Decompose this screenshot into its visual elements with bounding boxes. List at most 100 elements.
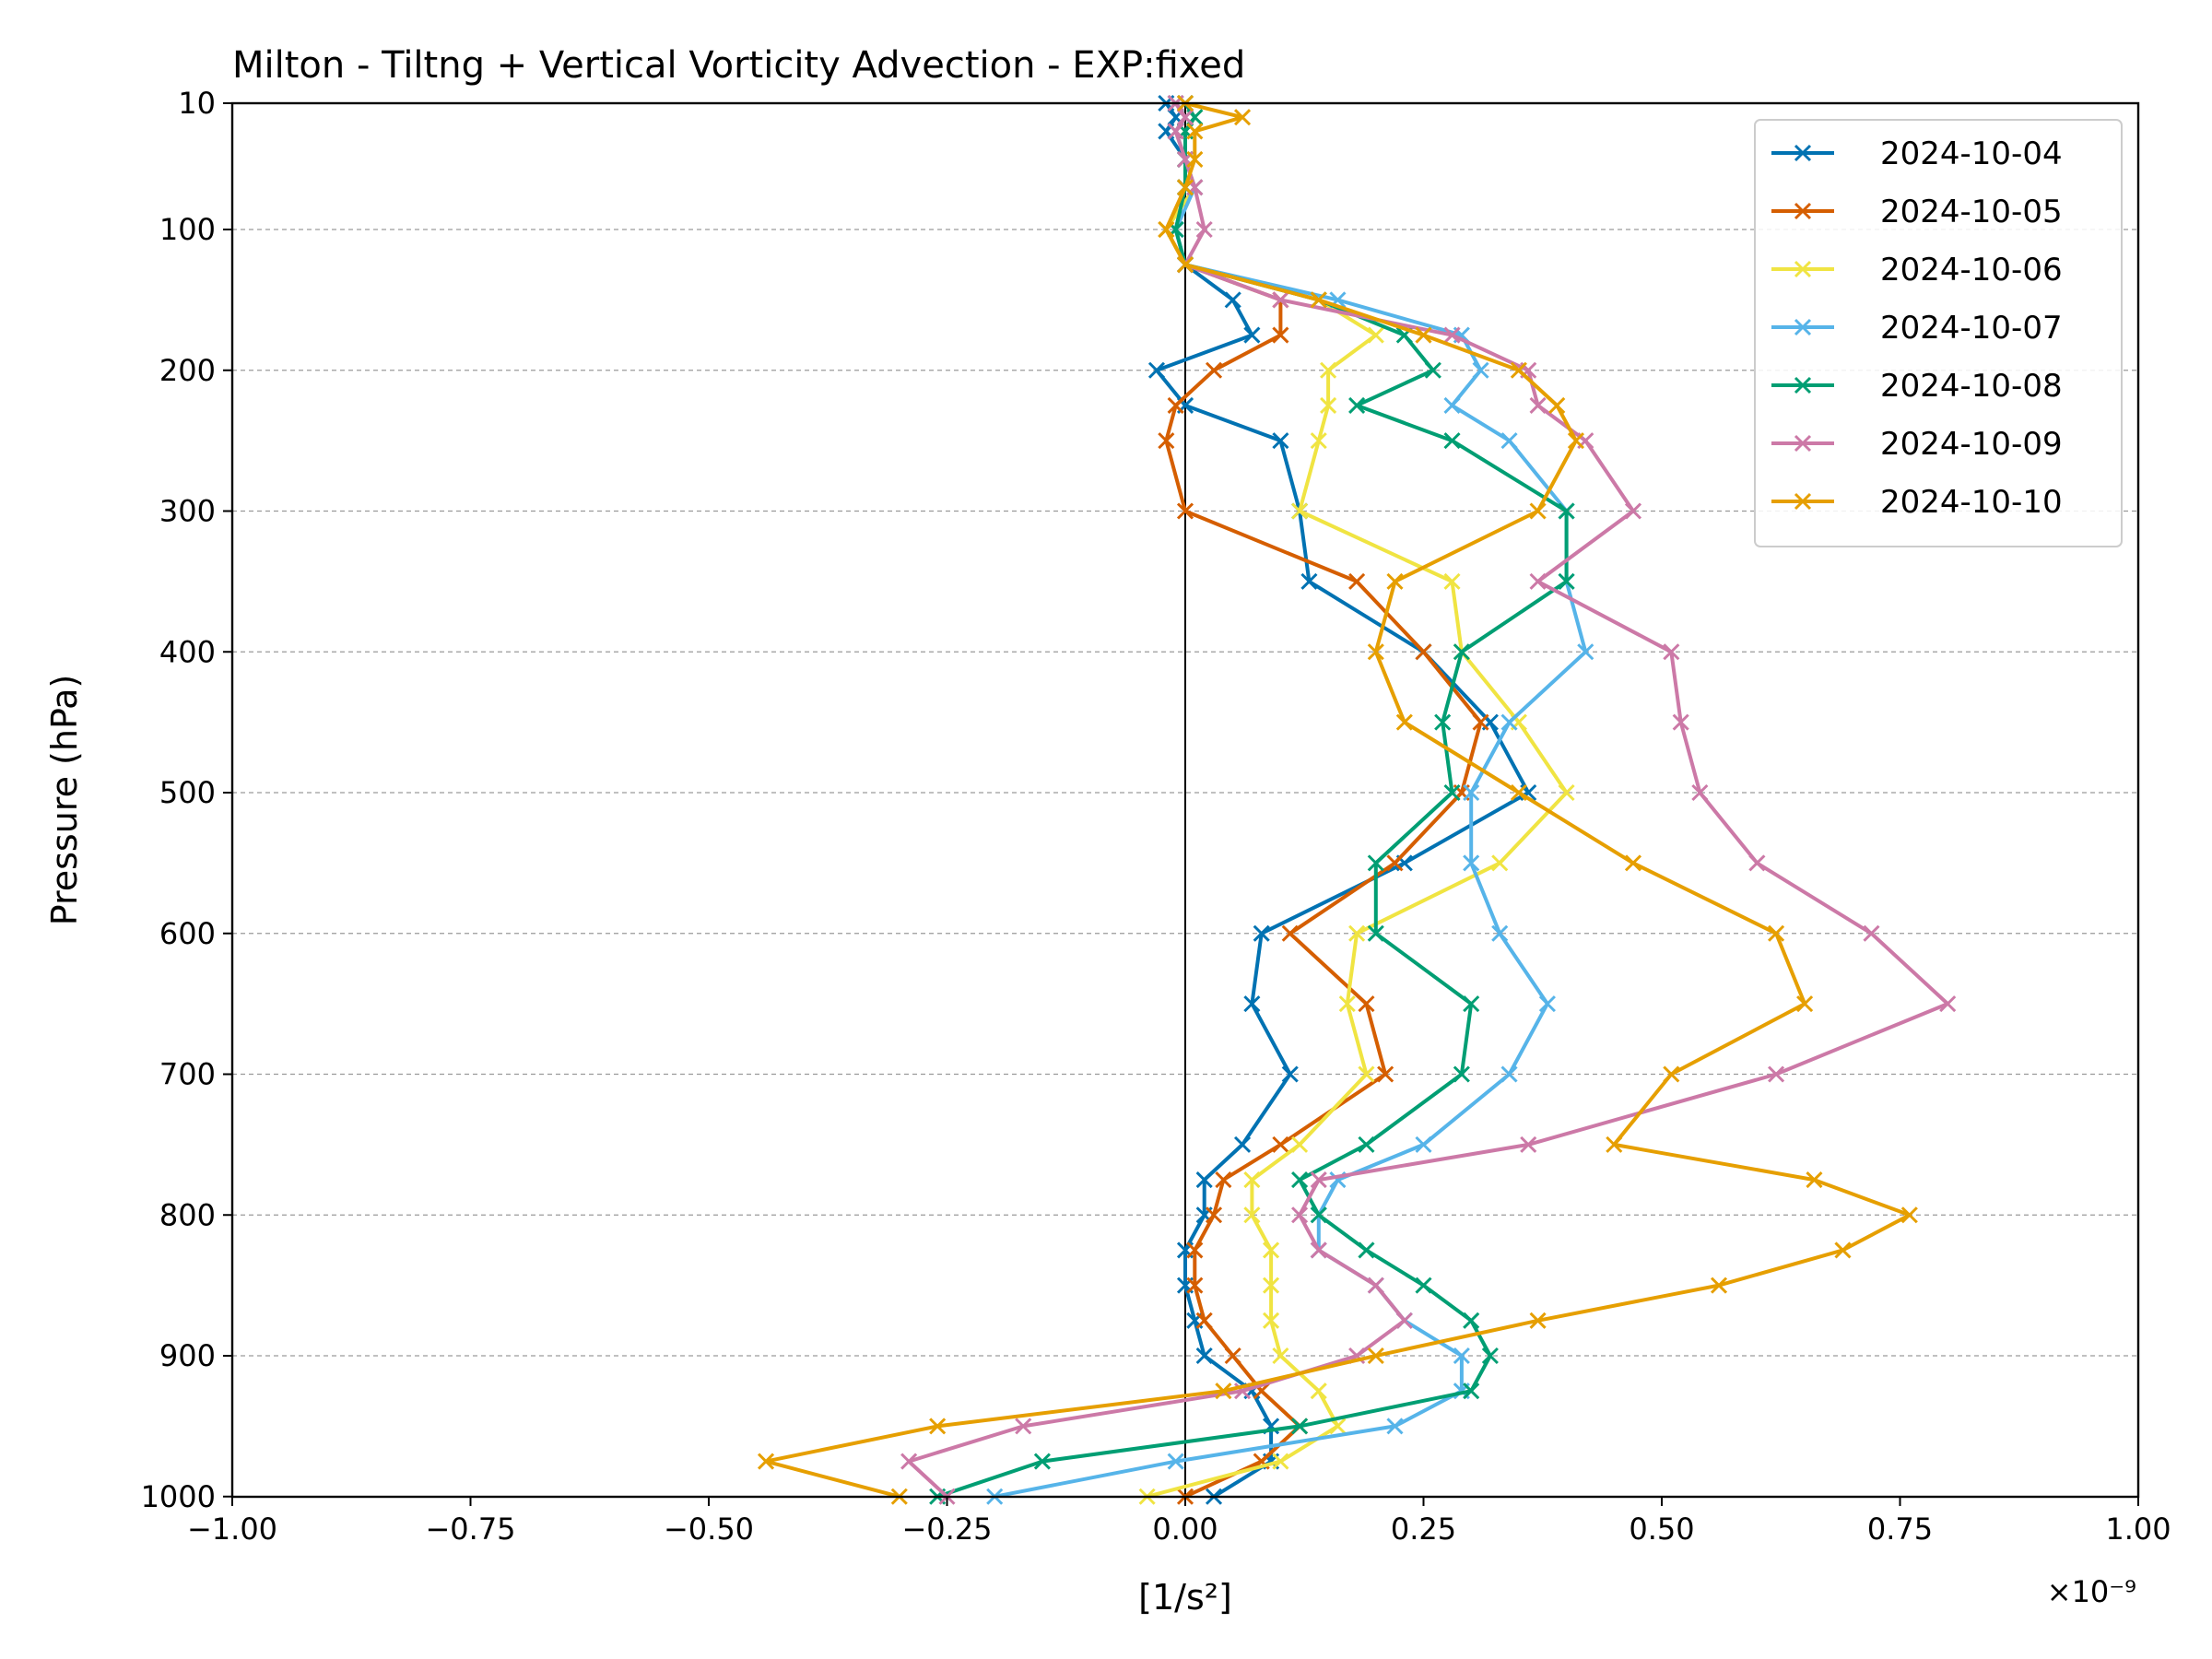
- y-tick-label: 200: [159, 353, 216, 388]
- data-point: [1548, 396, 1566, 414]
- data-point: [1243, 1171, 1261, 1189]
- data-point: [1186, 1241, 1204, 1259]
- data-point: [1529, 396, 1547, 414]
- data-point: [1358, 1135, 1375, 1153]
- legend-item: 2024-10-05: [1771, 194, 2063, 230]
- data-point: [1243, 995, 1261, 1013]
- x-tick-label: 0.00: [1152, 1512, 1218, 1547]
- data-point: [1443, 572, 1461, 590]
- x-tick-label: 0.75: [1867, 1512, 1933, 1547]
- legend-marker: [1794, 492, 1812, 511]
- legend-label: 2024-10-04: [1880, 135, 2063, 172]
- data-point: [1386, 572, 1404, 590]
- data-point: [1395, 1312, 1413, 1329]
- data-point: [1272, 432, 1289, 450]
- data-point: [1195, 1171, 1213, 1189]
- legend-item: 2024-10-09: [1771, 426, 2063, 463]
- data-point: [1272, 1135, 1289, 1153]
- legend-marker: [1794, 318, 1812, 336]
- data-point: [1358, 995, 1375, 1013]
- data-point: [1281, 924, 1299, 942]
- data-point: [1224, 291, 1241, 309]
- legend-marker: [1794, 434, 1812, 453]
- data-point: [1748, 854, 1766, 872]
- data-point: [1424, 361, 1441, 379]
- data-point: [1176, 256, 1194, 274]
- data-point: [1348, 396, 1366, 414]
- data-point: [1453, 643, 1470, 661]
- data-point: [1472, 713, 1489, 731]
- data-point: [1463, 1312, 1480, 1329]
- y-tick-label: 900: [159, 1338, 216, 1373]
- data-point: [1558, 502, 1575, 520]
- data-point: [1472, 361, 1489, 379]
- data-point: [1663, 1065, 1680, 1083]
- legend-marker: [1794, 376, 1812, 394]
- data-point: [1796, 995, 1814, 1013]
- data-point: [1205, 1206, 1223, 1224]
- legend-label: 2024-10-09: [1880, 426, 2063, 463]
- data-point: [1243, 326, 1261, 344]
- legend-item: 2024-10-06: [1771, 252, 2063, 288]
- legend-item: 2024-10-10: [1771, 484, 2063, 521]
- data-point: [1281, 1065, 1299, 1083]
- data-point: [1463, 854, 1480, 872]
- data-point: [1310, 1171, 1327, 1189]
- data-point: [1558, 783, 1575, 802]
- data-point: [1491, 854, 1509, 872]
- data-point: [1500, 432, 1518, 450]
- legend-label: 2024-10-06: [1880, 252, 2063, 288]
- data-point: [1443, 396, 1461, 414]
- data-point: [1272, 1453, 1289, 1470]
- legend-item: 2024-10-04: [1771, 135, 2063, 172]
- legend-item: 2024-10-07: [1771, 310, 2063, 347]
- data-point: [1195, 1312, 1213, 1329]
- data-point: [1577, 643, 1594, 661]
- x-tick-label: 1.00: [2105, 1512, 2171, 1547]
- x-tick-label: 0.25: [1391, 1512, 1456, 1547]
- data-point: [757, 1453, 775, 1470]
- data-point: [1463, 783, 1480, 802]
- data-point: [1443, 326, 1461, 344]
- series-2024-10-10: [757, 94, 1918, 1505]
- y-axis-label: Pressure (hPa): [44, 675, 85, 926]
- data-point: [1415, 326, 1432, 344]
- data-point: [1481, 1347, 1499, 1365]
- data-point: [1233, 109, 1252, 126]
- x-axis: −1.00 −0.75 −0.50 −0.25 0.00 0.25 0.50 0.75 1.00: [187, 1497, 2171, 1547]
- data-point: [1205, 361, 1223, 379]
- data-point: [1367, 326, 1384, 344]
- data-point: [1195, 1347, 1213, 1365]
- data-point: [1367, 1277, 1384, 1294]
- data-point: [1310, 1206, 1327, 1224]
- data-point: [1300, 572, 1318, 590]
- legend-item: 2024-10-08: [1771, 368, 2063, 405]
- data-point: [1491, 924, 1509, 942]
- data-point: [1453, 1065, 1470, 1083]
- y-axis: 10 100 200 300 400 500 600 700 800 900 1000: [141, 86, 232, 1514]
- data-point: [1215, 1382, 1232, 1400]
- data-point: [1529, 572, 1547, 590]
- x-tick-label: 0.50: [1629, 1512, 1694, 1547]
- data-point: [1310, 291, 1327, 309]
- data-point: [1167, 396, 1184, 414]
- x-tick-label: −1.00: [187, 1512, 277, 1547]
- data-point: [1415, 1135, 1432, 1153]
- data-point: [1176, 179, 1194, 196]
- data-point: [1310, 1241, 1327, 1259]
- data-point: [1691, 783, 1709, 802]
- x-tick-label: −0.25: [901, 1512, 992, 1547]
- data-point: [1291, 1135, 1309, 1153]
- data-point: [1358, 1241, 1375, 1259]
- data-point: [1272, 291, 1289, 309]
- data-point: [1529, 1312, 1547, 1329]
- data-point: [1176, 109, 1194, 126]
- data-point: [1386, 854, 1404, 872]
- data-point: [1291, 1171, 1309, 1189]
- data-point: [1186, 123, 1204, 140]
- data-point: [1348, 924, 1366, 942]
- data-point: [1358, 1065, 1375, 1083]
- data-point: [1672, 713, 1689, 731]
- chart-title: Milton - Tiltng + Vertical Vorticity Adv…: [232, 44, 1245, 87]
- data-point: [1186, 1277, 1204, 1294]
